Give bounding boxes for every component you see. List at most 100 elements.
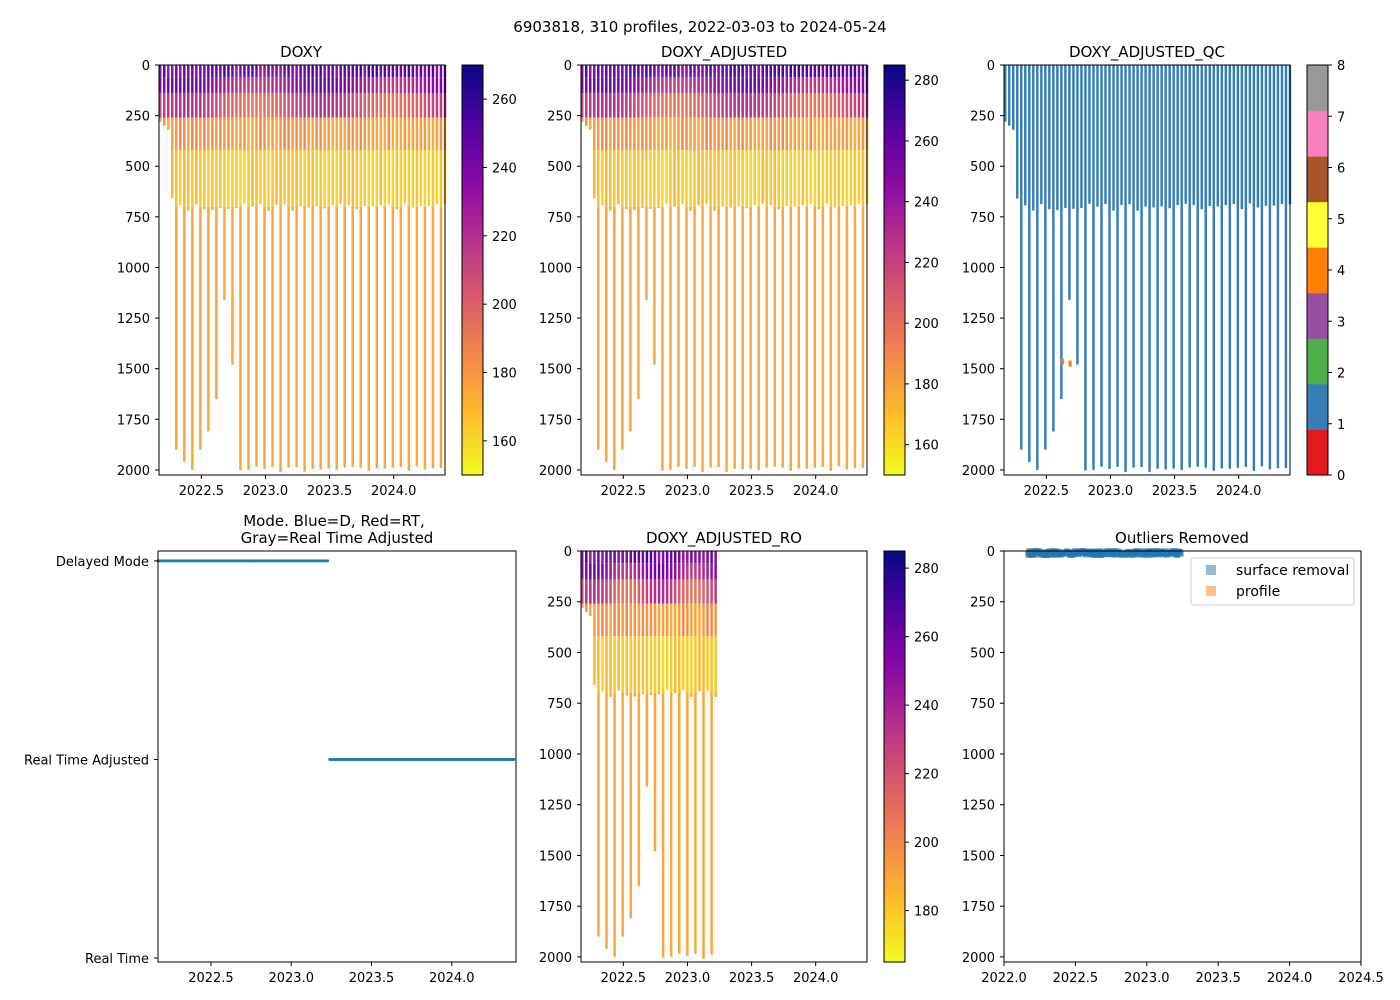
profile-segment: [741, 65, 744, 78]
profile-segment: [239, 65, 242, 78]
profile-segment: [601, 603, 604, 637]
profile-segment: [845, 117, 849, 151]
profile-segment: [295, 93, 298, 118]
profile-bar: [1092, 65, 1095, 470]
profile-segment: [589, 579, 592, 604]
profile-bar: [1176, 65, 1179, 205]
profile-segment: [845, 150, 849, 207]
profile-bar: [1040, 65, 1043, 205]
profile-segment: [391, 206, 395, 468]
profile-segment: [343, 93, 346, 118]
profile-segment: [805, 77, 809, 94]
profile-segment: [415, 206, 419, 467]
profile-segment: [690, 636, 693, 694]
profile-segment: [769, 117, 772, 151]
profile-segment: [673, 603, 677, 637]
profile-segment: [725, 117, 728, 151]
profile-segment: [753, 150, 756, 205]
profile-segment: [853, 77, 857, 94]
profile-segment: [693, 77, 696, 94]
profile-segment: [633, 77, 636, 94]
profile-segment: [407, 150, 411, 207]
profile-segment: [710, 579, 713, 604]
profile-segment: [363, 65, 367, 78]
profile-segment: [629, 93, 632, 118]
profile-segment: [761, 93, 764, 118]
profile-segment: [657, 117, 660, 151]
profile-segment: [682, 603, 685, 637]
profile-segment: [661, 563, 665, 580]
profile-segment: [415, 117, 419, 151]
colorbar-tick-label: 3: [1337, 315, 1345, 330]
profile-segment: [323, 150, 326, 207]
profile-bar: [1116, 65, 1119, 467]
profile-segment: [637, 551, 641, 564]
colorbar-gradient-step: [884, 153, 905, 162]
profile-segment: [721, 77, 724, 94]
profile-segment: [645, 117, 648, 151]
profile-segment: [605, 206, 608, 462]
profile-segment: [371, 93, 375, 118]
profile-segment: [267, 206, 270, 211]
colorbar-gradient-step: [462, 78, 483, 87]
profile-segment: [283, 77, 286, 94]
profile-segment: [629, 563, 633, 580]
mode-point: [326, 559, 330, 563]
colorbar-class-swatch: [1307, 247, 1328, 294]
profile-segment: [235, 77, 238, 94]
profile-segment: [311, 150, 314, 207]
profile-segment: [597, 551, 600, 564]
profile-bar: [1196, 65, 1199, 467]
y-tick-label: 1750: [962, 413, 995, 428]
colorbar-frame: [1306, 64, 1329, 476]
profile-segment: [311, 206, 314, 469]
profile-segment: [729, 77, 732, 94]
colorbar-gradient-step: [884, 674, 905, 682]
profile-segment: [673, 579, 677, 604]
profile-bar: [1044, 65, 1047, 450]
profile-segment: [777, 117, 780, 151]
colorbar-gradient-step: [884, 249, 905, 257]
profile-segment: [415, 77, 419, 94]
profile-segment: [753, 65, 756, 78]
y-tick-label: 1500: [962, 849, 995, 864]
profile-segment: [223, 117, 226, 151]
colorbar-gradient-step: [884, 235, 905, 244]
profile-bar: [1104, 65, 1107, 204]
profile-bar: [1160, 65, 1163, 207]
profile-segment: [581, 603, 584, 608]
profile-segment: [315, 117, 318, 151]
colorbar-gradient-step: [462, 338, 483, 346]
colorbar-gradient-step: [884, 413, 905, 421]
profile-segment: [669, 77, 672, 94]
profile-bar: [1012, 65, 1015, 130]
profile-segment: [331, 150, 334, 205]
profile-segment: [323, 65, 326, 78]
profile-segment: [319, 150, 322, 207]
colorbar-gradient-step: [884, 934, 905, 943]
profile-segment: [307, 93, 310, 118]
profile-segment: [653, 563, 657, 580]
profile-segment: [765, 65, 768, 78]
profile-bar: [1212, 65, 1216, 471]
panel-title: Outliers Removed: [1115, 529, 1249, 547]
y-tick-label: 750: [970, 697, 995, 712]
y-tick-label: 250: [970, 596, 995, 611]
plot-area-doxy-adjusted-qc: 2022.5 2023.0 2023.5 2024.00250500750100012…: [962, 59, 1345, 499]
profile-segment: [710, 563, 713, 580]
profile-segment: [729, 150, 732, 207]
legend-marker-profile: [1206, 586, 1216, 596]
colorbar-gradient-step: [884, 742, 905, 751]
colorbar-gradient-step: [884, 399, 905, 408]
profile-segment: [179, 77, 182, 94]
colorbar-gradient-step: [884, 352, 905, 360]
colorbar-gradient-step: [884, 564, 905, 573]
colorbar-tick-label: 180: [914, 378, 939, 393]
x-tick-label: 2023.5: [349, 971, 395, 986]
colorbar-gradient-step: [884, 393, 905, 401]
legend-marker-surface-removal: [1206, 565, 1216, 575]
profile-segment: [287, 150, 290, 207]
profile-bar: [1256, 65, 1260, 208]
profile-segment: [395, 93, 399, 118]
profile-segment: [710, 551, 713, 564]
